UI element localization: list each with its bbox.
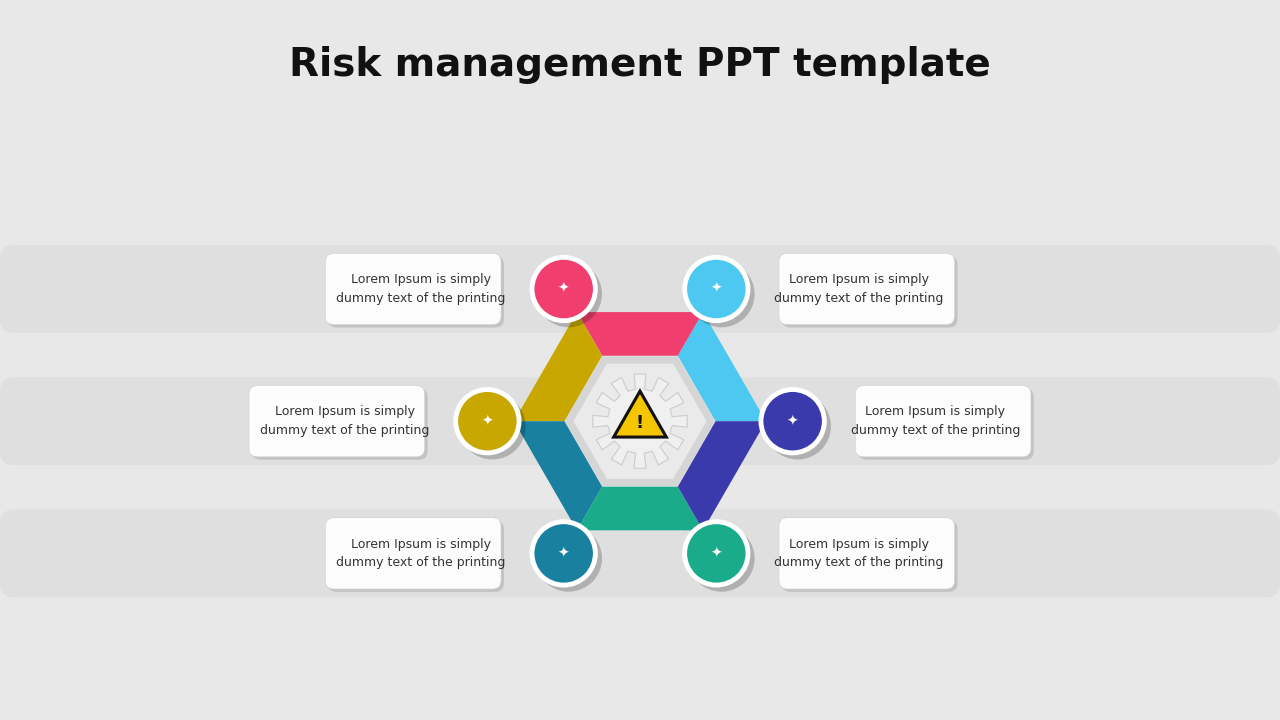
Text: ✦: ✦ [710, 282, 722, 296]
FancyBboxPatch shape [328, 521, 504, 592]
FancyBboxPatch shape [325, 253, 500, 325]
Text: Lorem Ipsum is simply
dummy text of the printing: Lorem Ipsum is simply dummy text of the … [260, 405, 430, 437]
Circle shape [460, 393, 526, 459]
FancyBboxPatch shape [0, 377, 1280, 465]
FancyBboxPatch shape [780, 253, 955, 325]
FancyBboxPatch shape [858, 389, 1034, 460]
Polygon shape [566, 356, 714, 486]
Polygon shape [613, 391, 667, 437]
FancyBboxPatch shape [252, 389, 428, 460]
Polygon shape [678, 312, 765, 421]
Circle shape [689, 261, 755, 328]
Circle shape [623, 405, 657, 438]
Text: ✦: ✦ [558, 282, 570, 296]
Text: Lorem Ipsum is simply
dummy text of the printing: Lorem Ipsum is simply dummy text of the … [337, 538, 506, 569]
FancyBboxPatch shape [0, 245, 1280, 333]
FancyBboxPatch shape [782, 256, 957, 328]
Circle shape [532, 522, 595, 585]
FancyBboxPatch shape [250, 386, 425, 457]
FancyBboxPatch shape [328, 256, 504, 328]
Circle shape [685, 257, 748, 320]
Circle shape [689, 525, 755, 592]
Text: Lorem Ipsum is simply
dummy text of the printing: Lorem Ipsum is simply dummy text of the … [774, 274, 943, 305]
FancyBboxPatch shape [0, 510, 1280, 598]
FancyBboxPatch shape [855, 386, 1030, 457]
Circle shape [535, 525, 602, 592]
Text: Risk management PPT template: Risk management PPT template [289, 46, 991, 84]
Text: ✦: ✦ [787, 414, 799, 428]
Text: !: ! [636, 414, 644, 432]
Circle shape [535, 261, 602, 328]
Circle shape [764, 393, 831, 459]
Text: Lorem Ipsum is simply
dummy text of the printing: Lorem Ipsum is simply dummy text of the … [337, 274, 506, 305]
Circle shape [685, 522, 748, 585]
Circle shape [760, 390, 824, 453]
Circle shape [456, 390, 520, 453]
Circle shape [532, 257, 595, 320]
Polygon shape [577, 487, 703, 531]
Text: Lorem Ipsum is simply
dummy text of the printing: Lorem Ipsum is simply dummy text of the … [850, 405, 1020, 437]
Polygon shape [573, 364, 707, 479]
Text: ✦: ✦ [558, 546, 570, 560]
FancyBboxPatch shape [780, 518, 955, 589]
Polygon shape [577, 312, 703, 356]
Polygon shape [515, 421, 602, 531]
Text: Lorem Ipsum is simply
dummy text of the printing: Lorem Ipsum is simply dummy text of the … [774, 538, 943, 569]
Polygon shape [678, 421, 765, 531]
FancyBboxPatch shape [325, 518, 500, 589]
Polygon shape [515, 312, 602, 421]
Text: ✦: ✦ [481, 414, 493, 428]
Polygon shape [593, 374, 687, 468]
FancyBboxPatch shape [782, 521, 957, 592]
Text: ✦: ✦ [710, 546, 722, 560]
